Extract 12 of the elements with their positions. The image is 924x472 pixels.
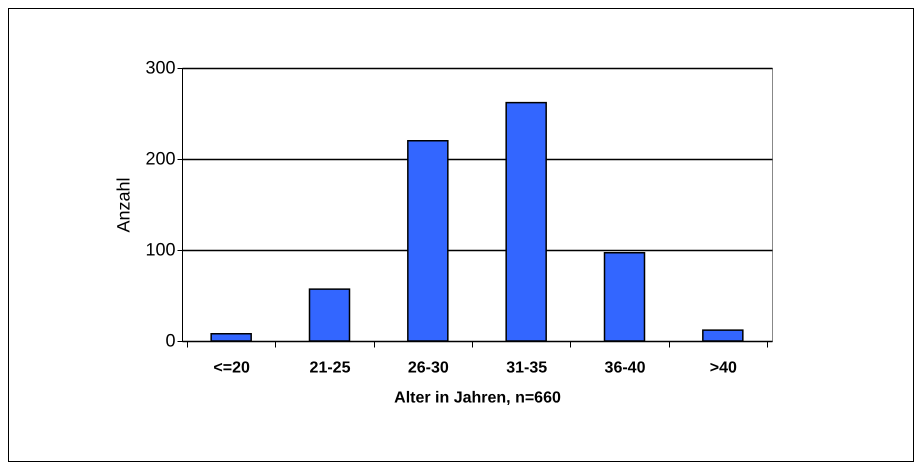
x-tick-label: <=20 xyxy=(213,360,250,376)
x-tick-label: >40 xyxy=(710,360,738,376)
x-axis-title: Alter in Jahren, n=660 xyxy=(394,390,561,406)
y-axis-title: Anzahl xyxy=(113,177,134,233)
x-tick-label: 21-25 xyxy=(310,360,351,376)
x-tick-label: 31-35 xyxy=(506,360,548,376)
y-tick-label: 200 xyxy=(145,148,176,168)
y-tick-label: 100 xyxy=(145,240,176,260)
y-tick-label: 0 xyxy=(165,330,176,350)
x-tick-label: 26-30 xyxy=(408,360,449,376)
y-tick-label: 300 xyxy=(145,58,176,78)
x-tick-label: 36-40 xyxy=(604,360,646,376)
